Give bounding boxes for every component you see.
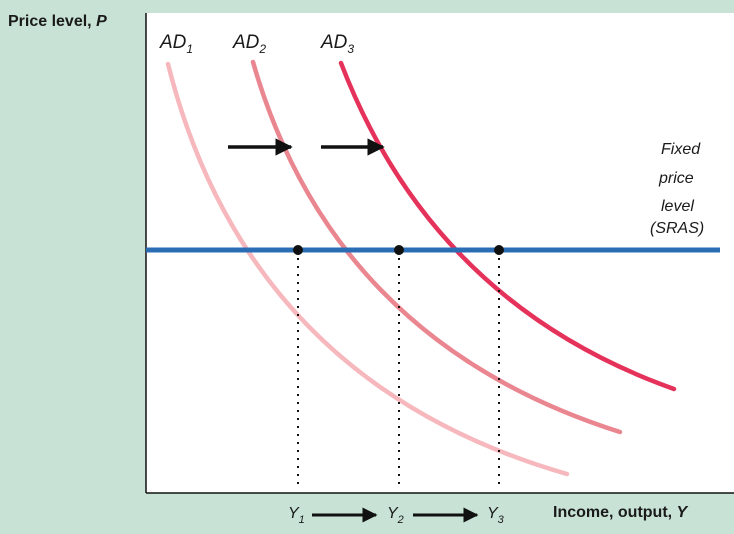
ad2-label: AD2 <box>232 32 266 56</box>
ad1-curve <box>165 61 570 477</box>
ad3-label: AD3 <box>320 32 354 56</box>
sras-label-line-4: (SRAS) <box>650 220 704 237</box>
ad2-curve <box>250 59 623 435</box>
ad1-label: AD1 <box>159 32 193 56</box>
sras-label-line-2: price <box>658 170 694 187</box>
y1-label: Y1 <box>288 505 305 526</box>
y3-label: Y3 <box>487 505 505 526</box>
plot-area <box>146 13 734 493</box>
equilibrium-point-2 <box>394 245 404 255</box>
equilibrium-point-3 <box>494 245 504 255</box>
sras-label-line-3: level <box>661 198 694 215</box>
ad3-curve <box>338 60 677 392</box>
equilibrium-point-1 <box>293 245 303 255</box>
x-axis-label: Income, output, Y <box>553 504 689 521</box>
y2-label: Y2 <box>387 505 404 526</box>
sras-label-line-1: Fixed <box>661 141 701 158</box>
y-axis-label: Price level, P <box>8 13 107 30</box>
